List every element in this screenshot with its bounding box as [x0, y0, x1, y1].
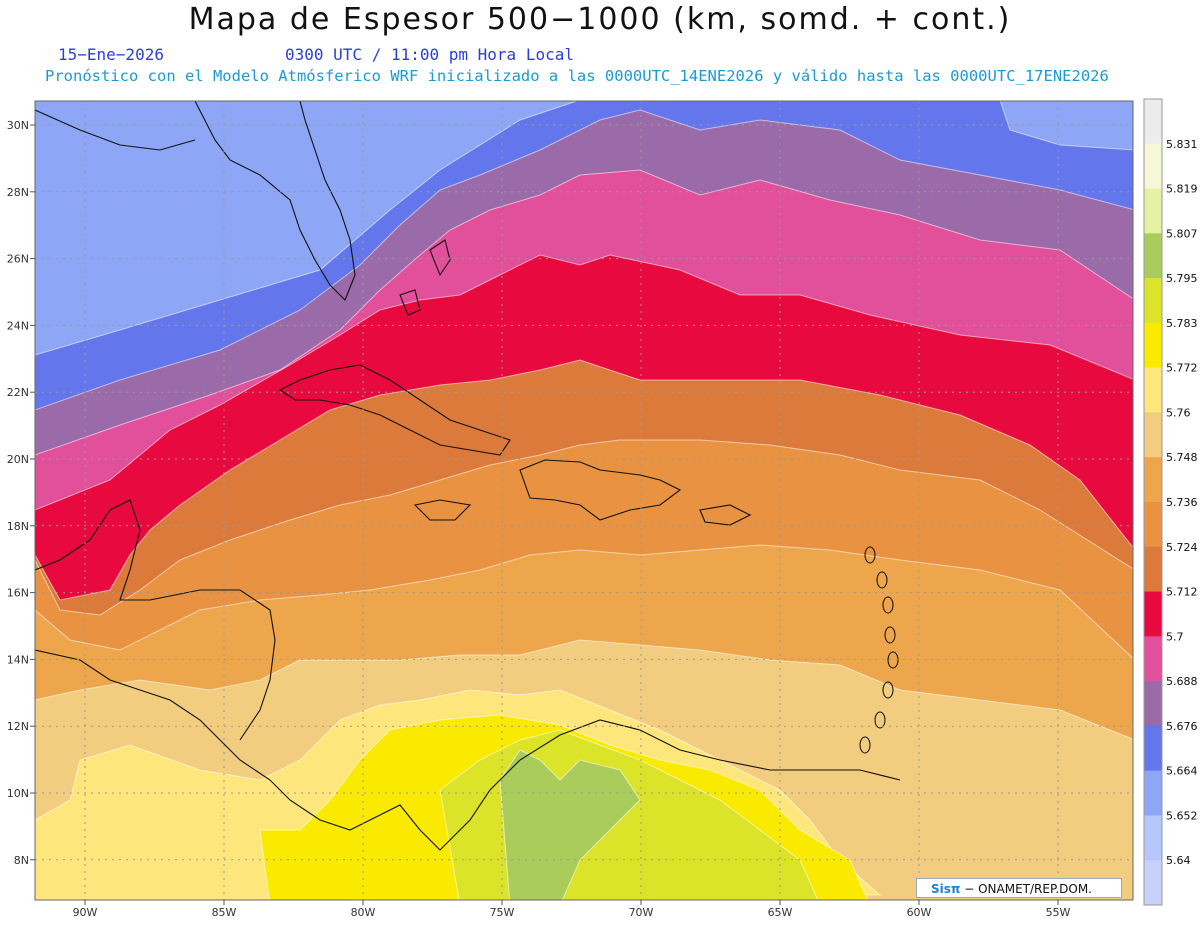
coastline-0 [194, 101, 356, 301]
colorbar-swatch [1144, 502, 1162, 548]
lat-lon-grid [35, 101, 1133, 900]
colorbar-label: 5.831 [1166, 138, 1198, 151]
colorbar-swatch [1144, 681, 1162, 727]
colorbar-swatch [1144, 546, 1162, 593]
credit-text: − ONAMET/REP.DOM. [964, 882, 1092, 896]
colorbar-swatch [1144, 591, 1162, 637]
colorbar-swatch [1144, 725, 1162, 772]
colorbar-swatch [1144, 322, 1162, 369]
coastline-2 [278, 364, 511, 456]
lat-label: 12N [7, 720, 29, 733]
contour-bands [35, 101, 1133, 900]
colorbar-swatch [1144, 815, 1162, 861]
lat-label: 24N [7, 319, 29, 332]
longitude-labels: 90W 85W 80W 75W 70W 65W 60W 55W [73, 900, 1071, 919]
colorbar-swatch [1144, 636, 1162, 682]
colorbar-frame [1143, 98, 1163, 906]
lon-label: 85W [212, 906, 237, 919]
colorbar: 5.831 5.819 5.807 5.795 5.783 5.772 5.76 5.748 5… [1143, 98, 1198, 906]
lat-label: 20N [7, 453, 29, 466]
sispi-logo: Sisπ [931, 882, 961, 896]
colorbar-swatch [1144, 367, 1162, 413]
colorbar-label: 5.819 [1166, 183, 1198, 196]
coastline-4 [519, 459, 682, 521]
colorbar-swatch [1144, 233, 1162, 279]
coastline-8 [429, 239, 451, 277]
lon-label: 90W [73, 906, 98, 919]
colorbar-label: 5.652 [1166, 809, 1198, 822]
lat-label: 18N [7, 520, 29, 533]
colorbar-label: 5.795 [1166, 272, 1198, 285]
colorbar-swatch [1144, 278, 1162, 324]
map-frame [34, 100, 1134, 901]
colorbar-label: 5.76 [1166, 406, 1191, 419]
island-3 [884, 626, 896, 644]
latitude-labels: 30N 28N 26N 24N 22N 20N 18N 16N 14N 12N 10N 8N [7, 119, 35, 867]
colorbar-label: 5.807 [1166, 227, 1198, 240]
colorbar-swatch [1144, 860, 1162, 906]
lon-label: 65W [768, 906, 793, 919]
lat-label: 10N [7, 787, 29, 800]
colorbar-label: 5.772 [1166, 362, 1198, 375]
coastlines [35, 101, 901, 851]
forecast-subtitle: Pronóstico con el Modelo Atmósferico WRF… [45, 67, 1109, 85]
contour-band-5-748 [35, 101, 1133, 900]
coastline-1 [35, 109, 196, 151]
colorbar-swatch [1144, 188, 1162, 234]
coastline-6 [35, 649, 901, 851]
credit-box: Sisπ − ONAMET/REP.DOM. [916, 878, 1122, 898]
lat-label: 8N [14, 854, 29, 867]
coastline-9 [399, 289, 421, 316]
lon-label: 55W [1046, 906, 1071, 919]
colorbar-label: 5.676 [1166, 720, 1198, 733]
colorbar-swatch [1144, 457, 1162, 503]
lat-label: 14N [7, 653, 29, 666]
lat-label: 28N [7, 186, 29, 199]
coastline-7 [35, 499, 276, 741]
lat-label: 16N [7, 587, 29, 600]
colorbar-label: 5.688 [1166, 675, 1198, 688]
colorbar-label: 5.748 [1166, 451, 1198, 464]
lat-label: 30N [7, 119, 29, 132]
colorbar-swatch [1144, 143, 1162, 190]
colorbar-label: 5.736 [1166, 496, 1198, 509]
colorbar-swatch [1144, 412, 1162, 458]
island-1 [876, 571, 888, 589]
lat-label: 26N [7, 253, 29, 266]
contour-band-5-795 [499, 749, 641, 900]
island-4 [887, 651, 899, 669]
colorbar-label: 5.7 [1166, 630, 1184, 643]
forecast-time: 0300 UTC / 11:00 pm Hora Local [285, 45, 574, 64]
colorbar-label: 5.64 [1166, 854, 1191, 867]
island-2 [882, 596, 894, 614]
island-7 [859, 736, 871, 754]
colorbar-label: 5.724 [1166, 541, 1198, 554]
map-title: Mapa de Espesor 500−1000 (km, somd. + co… [188, 2, 1012, 37]
lon-label: 70W [629, 906, 654, 919]
island-6 [874, 711, 886, 729]
colorbar-label: 5.664 [1166, 765, 1198, 778]
coastline-3 [413, 499, 472, 521]
colorbar-swatch [1144, 99, 1162, 145]
lon-label: 80W [351, 906, 376, 919]
colorbar-label: 5.712 [1166, 586, 1198, 599]
island-0 [864, 546, 876, 564]
map-plot-area [35, 101, 1133, 900]
island-5 [882, 681, 894, 699]
lon-label: 60W [907, 906, 932, 919]
coastline-5 [699, 504, 752, 526]
colorbar-label: 5.783 [1166, 317, 1198, 330]
forecast-date: 15−Ene−2026 [58, 45, 164, 64]
lon-label: 75W [490, 906, 515, 919]
colorbar-swatch [1144, 770, 1162, 816]
lat-label: 22N [7, 386, 29, 399]
